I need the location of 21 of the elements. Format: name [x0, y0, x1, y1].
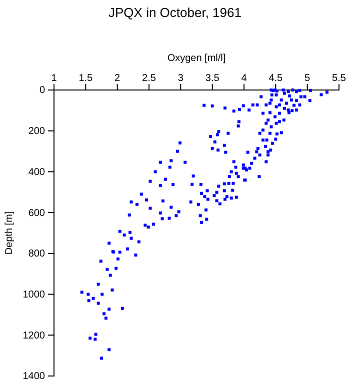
x-tick-label: 5.5: [332, 73, 346, 84]
y-tick-label: 1400: [22, 371, 46, 382]
x-tick-label: 5: [304, 73, 311, 84]
x-tick-label: 3: [178, 73, 184, 84]
x-tick-label: 4: [241, 73, 248, 84]
x-tick-label: 1.5: [78, 73, 94, 84]
x-tick-label: 4.5: [268, 73, 284, 84]
x-tick-label: 2: [114, 73, 121, 84]
y-tick-label: 1200: [22, 330, 46, 342]
x-axis-title: Oxygen [ml/l]: [167, 53, 226, 64]
x-tick-label: 3.5: [205, 73, 220, 84]
x-tick-label: 2.5: [142, 73, 156, 84]
y-tick-label: 0: [39, 85, 46, 96]
y-tick-label: 1000: [22, 289, 46, 300]
chart-title: JPQX in October, 1961: [108, 5, 242, 20]
y-tick-label: 800: [28, 248, 46, 260]
x-tick-label: 1: [51, 73, 58, 84]
y-axis-title: Depth [m]: [4, 211, 15, 255]
y-tick-label: 400: [28, 166, 46, 178]
y-tick-label: 200: [28, 126, 46, 138]
y-tick-label: 600: [28, 208, 46, 219]
